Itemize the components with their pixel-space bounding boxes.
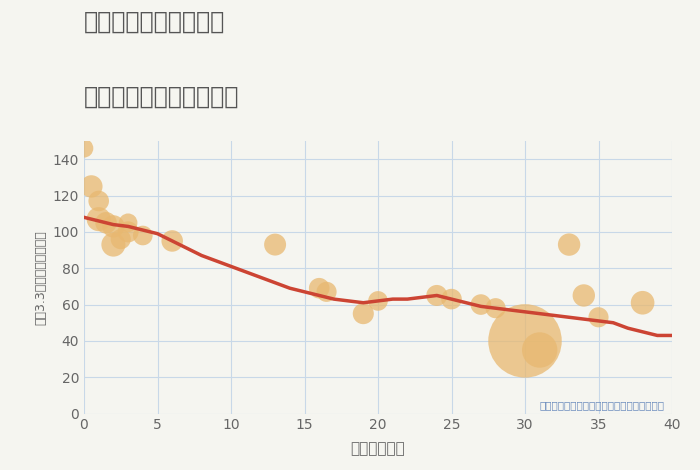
Point	[637, 299, 648, 306]
Point	[431, 292, 442, 299]
Point	[137, 232, 148, 239]
Point	[578, 292, 589, 299]
Point	[101, 219, 112, 227]
Point	[93, 215, 104, 223]
X-axis label: 築年数（年）: 築年数（年）	[351, 441, 405, 456]
Point	[446, 295, 457, 303]
Point	[93, 197, 104, 205]
Point	[115, 235, 126, 243]
Point	[519, 337, 531, 345]
Text: 愛知県岡崎市古部町の: 愛知県岡崎市古部町の	[84, 9, 225, 33]
Point	[564, 241, 575, 248]
Point	[122, 228, 134, 235]
Point	[167, 237, 178, 245]
Point	[122, 219, 134, 227]
Point	[321, 288, 332, 296]
Point	[108, 241, 119, 248]
Point	[270, 241, 281, 248]
Point	[358, 310, 369, 317]
Point	[534, 346, 545, 354]
Y-axis label: 坪（3.3㎡）単価（万円）: 坪（3.3㎡）単価（万円）	[34, 230, 47, 325]
Point	[593, 313, 604, 321]
Point	[78, 144, 90, 152]
Point	[108, 223, 119, 230]
Point	[490, 305, 501, 312]
Text: 円の大きさは、取引のあった物件面積を示す: 円の大きさは、取引のあった物件面積を示す	[540, 400, 665, 410]
Text: 築年数別中古戸建て価格: 築年数別中古戸建て価格	[84, 85, 239, 109]
Point	[314, 284, 325, 292]
Point	[372, 297, 384, 305]
Point	[85, 183, 97, 190]
Point	[475, 301, 486, 308]
